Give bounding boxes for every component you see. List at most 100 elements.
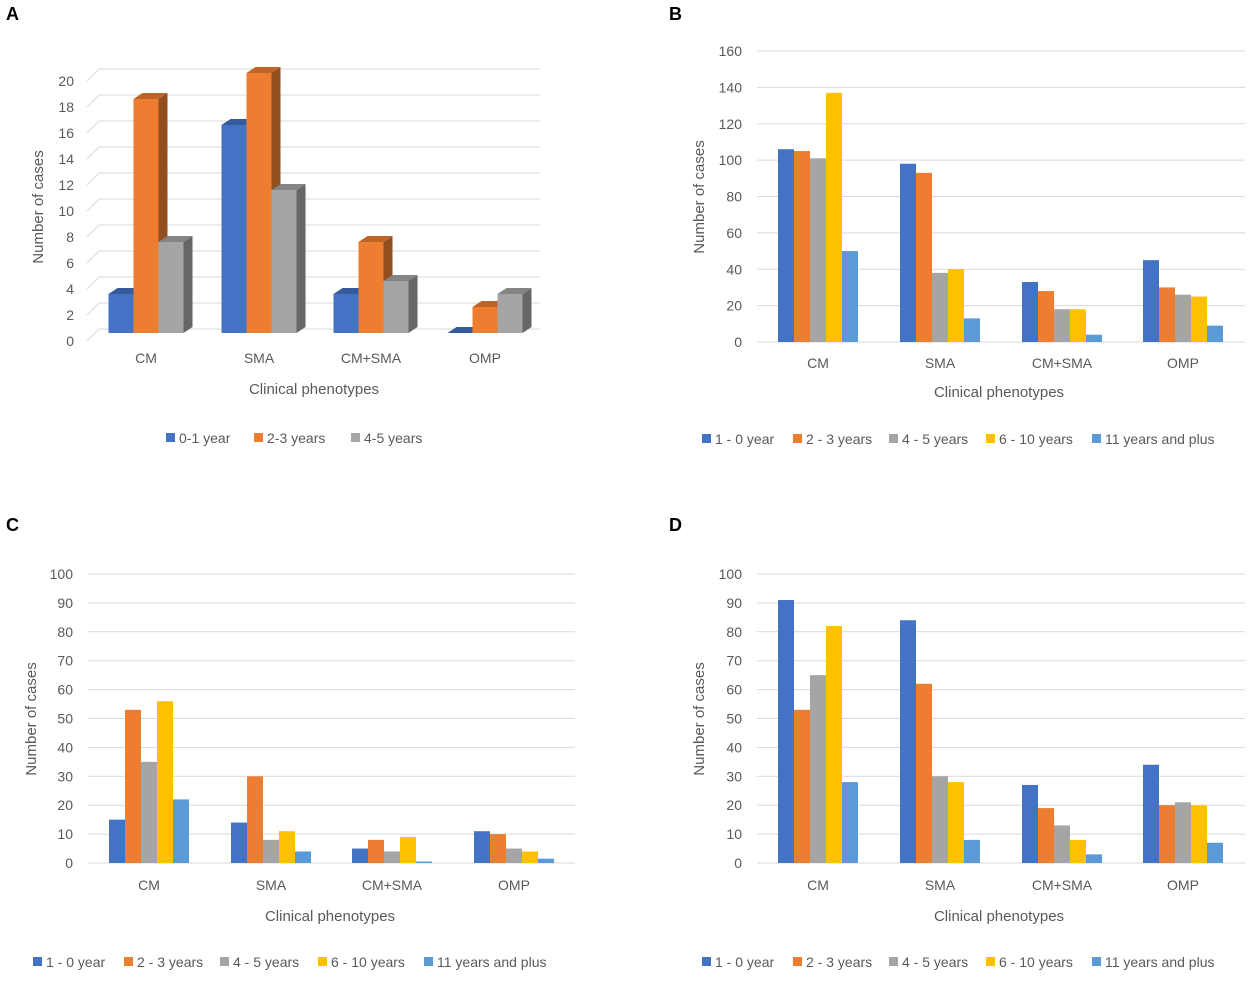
y-tick-label-d-6: 60 xyxy=(726,682,742,698)
bar-a-2-3-side xyxy=(296,184,306,333)
bar-c-3-2 xyxy=(368,839,384,863)
bar-a-2-2-front xyxy=(246,73,272,333)
legend-label-a-2: 2-3 years xyxy=(267,430,325,446)
bar-d-3-4 xyxy=(1070,839,1086,863)
bar-b-1-2 xyxy=(794,151,810,342)
bar-b-3-1 xyxy=(1022,281,1038,342)
bar-c-2-1 xyxy=(231,822,247,863)
gridline-diag-a-9 xyxy=(86,94,100,108)
bar-d-3-5 xyxy=(1086,854,1102,863)
gridline-diag-a-10 xyxy=(86,68,100,82)
y-tick-label-d-10: 100 xyxy=(719,566,743,582)
y-tick-label-a-6: 12 xyxy=(58,177,74,193)
bars-c xyxy=(109,701,554,863)
gridline-diag-a-5 xyxy=(86,198,100,212)
legend-label-b-5: 11 years and plus xyxy=(1105,431,1214,447)
bar-a-3-3-side xyxy=(408,275,418,333)
legend-swatch-d-4 xyxy=(986,957,995,966)
bar-b-1-3 xyxy=(810,158,826,342)
x-tick-label-d-1: CM xyxy=(807,877,829,893)
legend-swatch-d-1 xyxy=(702,957,711,966)
bar-b-4-3 xyxy=(1175,294,1191,342)
y-axis-label-a: Number of cases xyxy=(30,150,47,263)
bar-b-4-2 xyxy=(1159,287,1175,342)
bar-b-3-2 xyxy=(1038,291,1054,342)
y-tick-label-d-2: 20 xyxy=(726,797,742,813)
gridline-diag-a-1 xyxy=(86,302,100,316)
x-axis-label-c: Clinical phenotypes xyxy=(265,908,395,925)
legend-swatch-b-3 xyxy=(889,434,898,443)
x-tick-label-c-1: CM xyxy=(138,877,160,893)
y-ticks-c: 0 10 20 30 40 50 60 70 80 90 100 xyxy=(50,566,74,871)
bar-a-2-3-top xyxy=(271,184,306,190)
bar-b-4-1 xyxy=(1143,260,1159,342)
legend-swatch-a-2 xyxy=(254,433,263,442)
bar-a-1-3-top xyxy=(158,236,193,242)
legend-label-a-3: 4-5 years xyxy=(364,430,422,446)
y-tick-label-a-7: 14 xyxy=(58,151,74,167)
x-ticks-c: CM SMA CM+SMA OMP xyxy=(138,877,530,893)
y-tick-label-a-10: 20 xyxy=(58,73,74,89)
bar-b-3-4 xyxy=(1070,309,1086,342)
bar-d-1-1 xyxy=(778,600,794,863)
bar-a-4-3 xyxy=(497,288,532,333)
bar-c-3-1 xyxy=(352,848,368,863)
y-ticks-b: 0 20 40 60 80 100 120 140 160 xyxy=(719,43,743,350)
y-ticks-d: 0 10 20 30 40 50 60 70 80 90 100 xyxy=(719,566,743,871)
legend-label-d-3: 4 - 5 years xyxy=(902,954,968,970)
bar-b-3-3 xyxy=(1054,309,1070,342)
y-tick-label-c-9: 90 xyxy=(57,595,73,611)
bar-d-1-2 xyxy=(794,709,810,863)
bar-d-2-1 xyxy=(900,620,916,863)
y-tick-label-c-6: 60 xyxy=(57,682,73,698)
bar-a-1-2-front xyxy=(133,99,159,333)
bar-d-1-4 xyxy=(826,626,842,863)
bar-d-3-2 xyxy=(1038,808,1054,863)
legend-d: 1 - 0 year 2 - 3 years 4 - 5 years 6 - 10 y… xyxy=(702,954,1214,970)
y-tick-label-d-3: 30 xyxy=(726,768,742,784)
legend-swatch-d-2 xyxy=(793,957,802,966)
bar-d-3-1 xyxy=(1022,784,1038,863)
legend-label-b-1: 1 - 0 year xyxy=(715,431,774,447)
y-tick-label-b-6: 120 xyxy=(719,116,743,132)
x-ticks-b: CM SMA CM+SMA OMP xyxy=(807,355,1199,371)
y-tick-label-c-1: 10 xyxy=(57,826,73,842)
legend-label-c-5: 11 years and plus xyxy=(437,954,546,970)
bar-b-2-3 xyxy=(932,272,948,342)
bar-a-1-3 xyxy=(158,236,193,333)
bar-b-2-5 xyxy=(964,318,980,342)
x-tick-label-a-3: CM+SMA xyxy=(341,350,402,366)
bar-d-1-5 xyxy=(842,782,858,863)
bar-c-4-3 xyxy=(506,848,522,863)
panel-a: A 0 2 4 6 8 10 12 14 16 18 20 CM SMA CM+SMA OMP Numbe… xyxy=(6,4,540,446)
y-axis-label-c: Number of cases xyxy=(23,662,40,775)
legend-label-d-1: 1 - 0 year xyxy=(715,954,774,970)
y-tick-label-b-4: 80 xyxy=(726,189,742,205)
legend-swatch-d-3 xyxy=(889,957,898,966)
x-axis-label-a: Clinical phenotypes xyxy=(249,381,379,398)
bar-c-4-2 xyxy=(490,834,506,863)
panel-b: B 0 20 40 60 80 100 120 140 160 CM SMA CM+SMA OMP N… xyxy=(669,4,1245,447)
legend-label-c-4: 6 - 10 years xyxy=(331,954,405,970)
bar-a-4-3-side xyxy=(522,288,532,333)
y-tick-label-d-9: 90 xyxy=(726,595,742,611)
bar-c-1-4 xyxy=(157,701,173,863)
y-tick-label-b-8: 160 xyxy=(719,43,743,59)
legend-label-b-3: 4 - 5 years xyxy=(902,431,968,447)
gridline-diag-a-2 xyxy=(86,276,100,290)
y-tick-label-d-8: 80 xyxy=(726,624,742,640)
gridline-diag-a-8 xyxy=(86,120,100,134)
bars-a xyxy=(108,67,532,333)
legend-label-d-4: 6 - 10 years xyxy=(999,954,1073,970)
legend-a: 0-1 year 2-3 years 4-5 years xyxy=(166,430,422,446)
y-tick-label-c-7: 70 xyxy=(57,653,73,669)
legend-label-d-2: 2 - 3 years xyxy=(806,954,872,970)
x-tick-label-a-4: OMP xyxy=(469,350,501,366)
bar-c-2-2 xyxy=(247,776,263,863)
bar-c-4-4 xyxy=(522,851,538,863)
bar-a-3-1-front xyxy=(333,294,359,333)
bar-d-2-4 xyxy=(948,782,964,863)
x-tick-label-c-3: CM+SMA xyxy=(362,877,423,893)
y-tick-label-d-4: 40 xyxy=(726,739,742,755)
